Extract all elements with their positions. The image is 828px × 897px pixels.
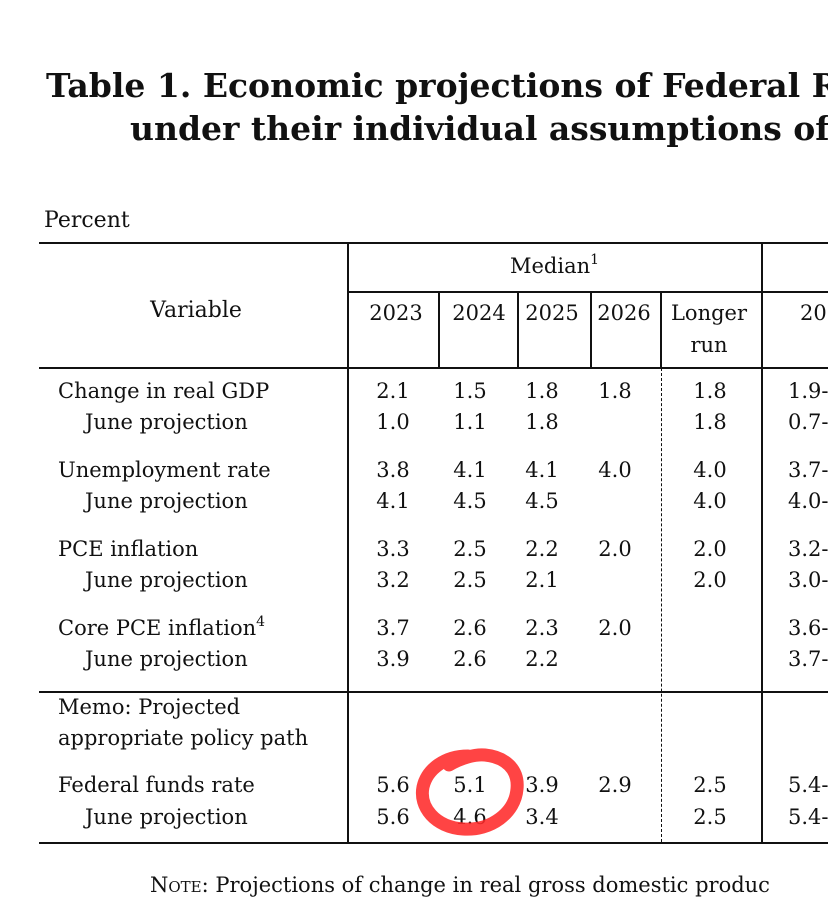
- row-label-june-projection: June projection: [85, 805, 248, 829]
- range-cell: 3.7-: [788, 458, 828, 482]
- row-label-federal-funds-rate: Federal funds rate: [58, 773, 255, 797]
- value-cell: 1.8: [525, 379, 559, 403]
- value-cell: 5.6: [376, 805, 410, 829]
- range-cell: 4.0-: [788, 489, 828, 513]
- header-divider-2024: [438, 292, 440, 368]
- value-cell: 1.8: [598, 379, 632, 403]
- row-label-real-gdp: Change in real GDP: [58, 379, 270, 403]
- red-circle-annotation: [415, 748, 524, 836]
- value-cell: 1.5: [453, 379, 487, 403]
- row-label-unemployment: Unemployment rate: [58, 458, 271, 482]
- table-bottom-rule: [39, 842, 828, 844]
- value-cell: 4.1: [525, 458, 559, 482]
- value-cell: 2.0: [598, 537, 632, 561]
- header-divider-longer-run: [660, 292, 662, 368]
- value-cell: 4.0: [693, 458, 727, 482]
- range-year-header: 20: [800, 301, 827, 325]
- value-cell: 3.7: [376, 616, 410, 640]
- units-label: Percent: [44, 208, 130, 233]
- value-cell: 3.8: [376, 458, 410, 482]
- median-underline: [347, 291, 828, 293]
- range-cell: 3.6-: [788, 616, 828, 640]
- row-label-june-projection: June projection: [85, 568, 248, 592]
- value-cell: 1.8: [693, 379, 727, 403]
- value-cell: 5.6: [376, 773, 410, 797]
- value-cell: 2.9: [598, 773, 632, 797]
- range-column-divider: [761, 243, 763, 843]
- table-title-line1: Table 1. Economic projections of Federal…: [46, 66, 828, 105]
- memo-label-line2: appropriate policy path: [58, 726, 309, 750]
- value-cell: 2.5: [693, 773, 727, 797]
- value-cell: 2.0: [693, 537, 727, 561]
- row-label-june-projection: June projection: [85, 647, 248, 671]
- row-label-core-pce-inflation: Core PCE inflation4: [58, 614, 266, 640]
- value-cell: 5.1: [453, 773, 487, 797]
- value-cell: 2.2: [525, 537, 559, 561]
- value-cell: 2.6: [453, 616, 487, 640]
- value-cell: 2.1: [376, 379, 410, 403]
- value-cell: 2.5: [453, 537, 487, 561]
- variable-column-divider: [347, 243, 349, 843]
- row-label-june-projection: June projection: [85, 489, 248, 513]
- value-cell: 2.6: [453, 647, 487, 671]
- value-cell: 2.0: [693, 568, 727, 592]
- median-header: Median1: [510, 252, 600, 278]
- memo-label-line1: Memo: Projected: [58, 695, 241, 719]
- value-cell: 3.9: [376, 647, 410, 671]
- table-top-rule: [39, 242, 828, 244]
- range-cell: 5.4-: [788, 773, 828, 797]
- year-header-2025: 2025: [525, 301, 579, 325]
- longer-run-header-line2: run: [690, 333, 728, 357]
- table-title-line2: under their individual assumptions of: [130, 109, 828, 148]
- longer-run-header-line1: Longer: [670, 301, 748, 325]
- header-divider-2026: [590, 292, 592, 368]
- year-header-2023: 2023: [369, 301, 423, 325]
- value-cell: 3.3: [376, 537, 410, 561]
- range-cell: 3.7-: [788, 647, 828, 671]
- range-cell: 5.4-: [788, 805, 828, 829]
- value-cell: 3.9: [525, 773, 559, 797]
- value-cell: 1.0: [376, 410, 410, 434]
- value-cell: 4.5: [453, 489, 487, 513]
- value-cell: 3.2: [376, 568, 410, 592]
- year-header-2026: 2026: [597, 301, 651, 325]
- value-cell: 1.8: [525, 410, 559, 434]
- range-cell: 0.7-: [788, 410, 828, 434]
- value-cell: 2.3: [525, 616, 559, 640]
- table-note: Note: Projections of change in real gros…: [150, 873, 770, 897]
- value-cell: 1.8: [693, 410, 727, 434]
- value-cell: 4.1: [453, 458, 487, 482]
- range-cell: 3.0-: [788, 568, 828, 592]
- range-cell: 3.2-: [788, 537, 828, 561]
- value-cell: 2.0: [598, 616, 632, 640]
- row-label-june-projection: June projection: [85, 410, 248, 434]
- value-cell: 2.5: [693, 805, 727, 829]
- value-cell: 1.1: [453, 410, 487, 434]
- value-cell: 2.1: [525, 568, 559, 592]
- variable-header: Variable: [150, 298, 242, 323]
- row-label-pce-inflation: PCE inflation: [58, 537, 199, 561]
- header-divider-2025: [517, 292, 519, 368]
- value-cell: 4.0: [693, 489, 727, 513]
- memo-separator-rule: [39, 691, 828, 693]
- range-cell: 1.9-: [788, 379, 828, 403]
- longer-run-dashed-divider: [661, 368, 662, 842]
- header-bottom-rule: [39, 367, 828, 369]
- year-header-2024: 2024: [452, 301, 506, 325]
- value-cell: 2.5: [453, 568, 487, 592]
- value-cell: 4.0: [598, 458, 632, 482]
- value-cell: 2.2: [525, 647, 559, 671]
- value-cell: 3.4: [525, 805, 559, 829]
- value-cell: 4.1: [376, 489, 410, 513]
- value-cell: 4.5: [525, 489, 559, 513]
